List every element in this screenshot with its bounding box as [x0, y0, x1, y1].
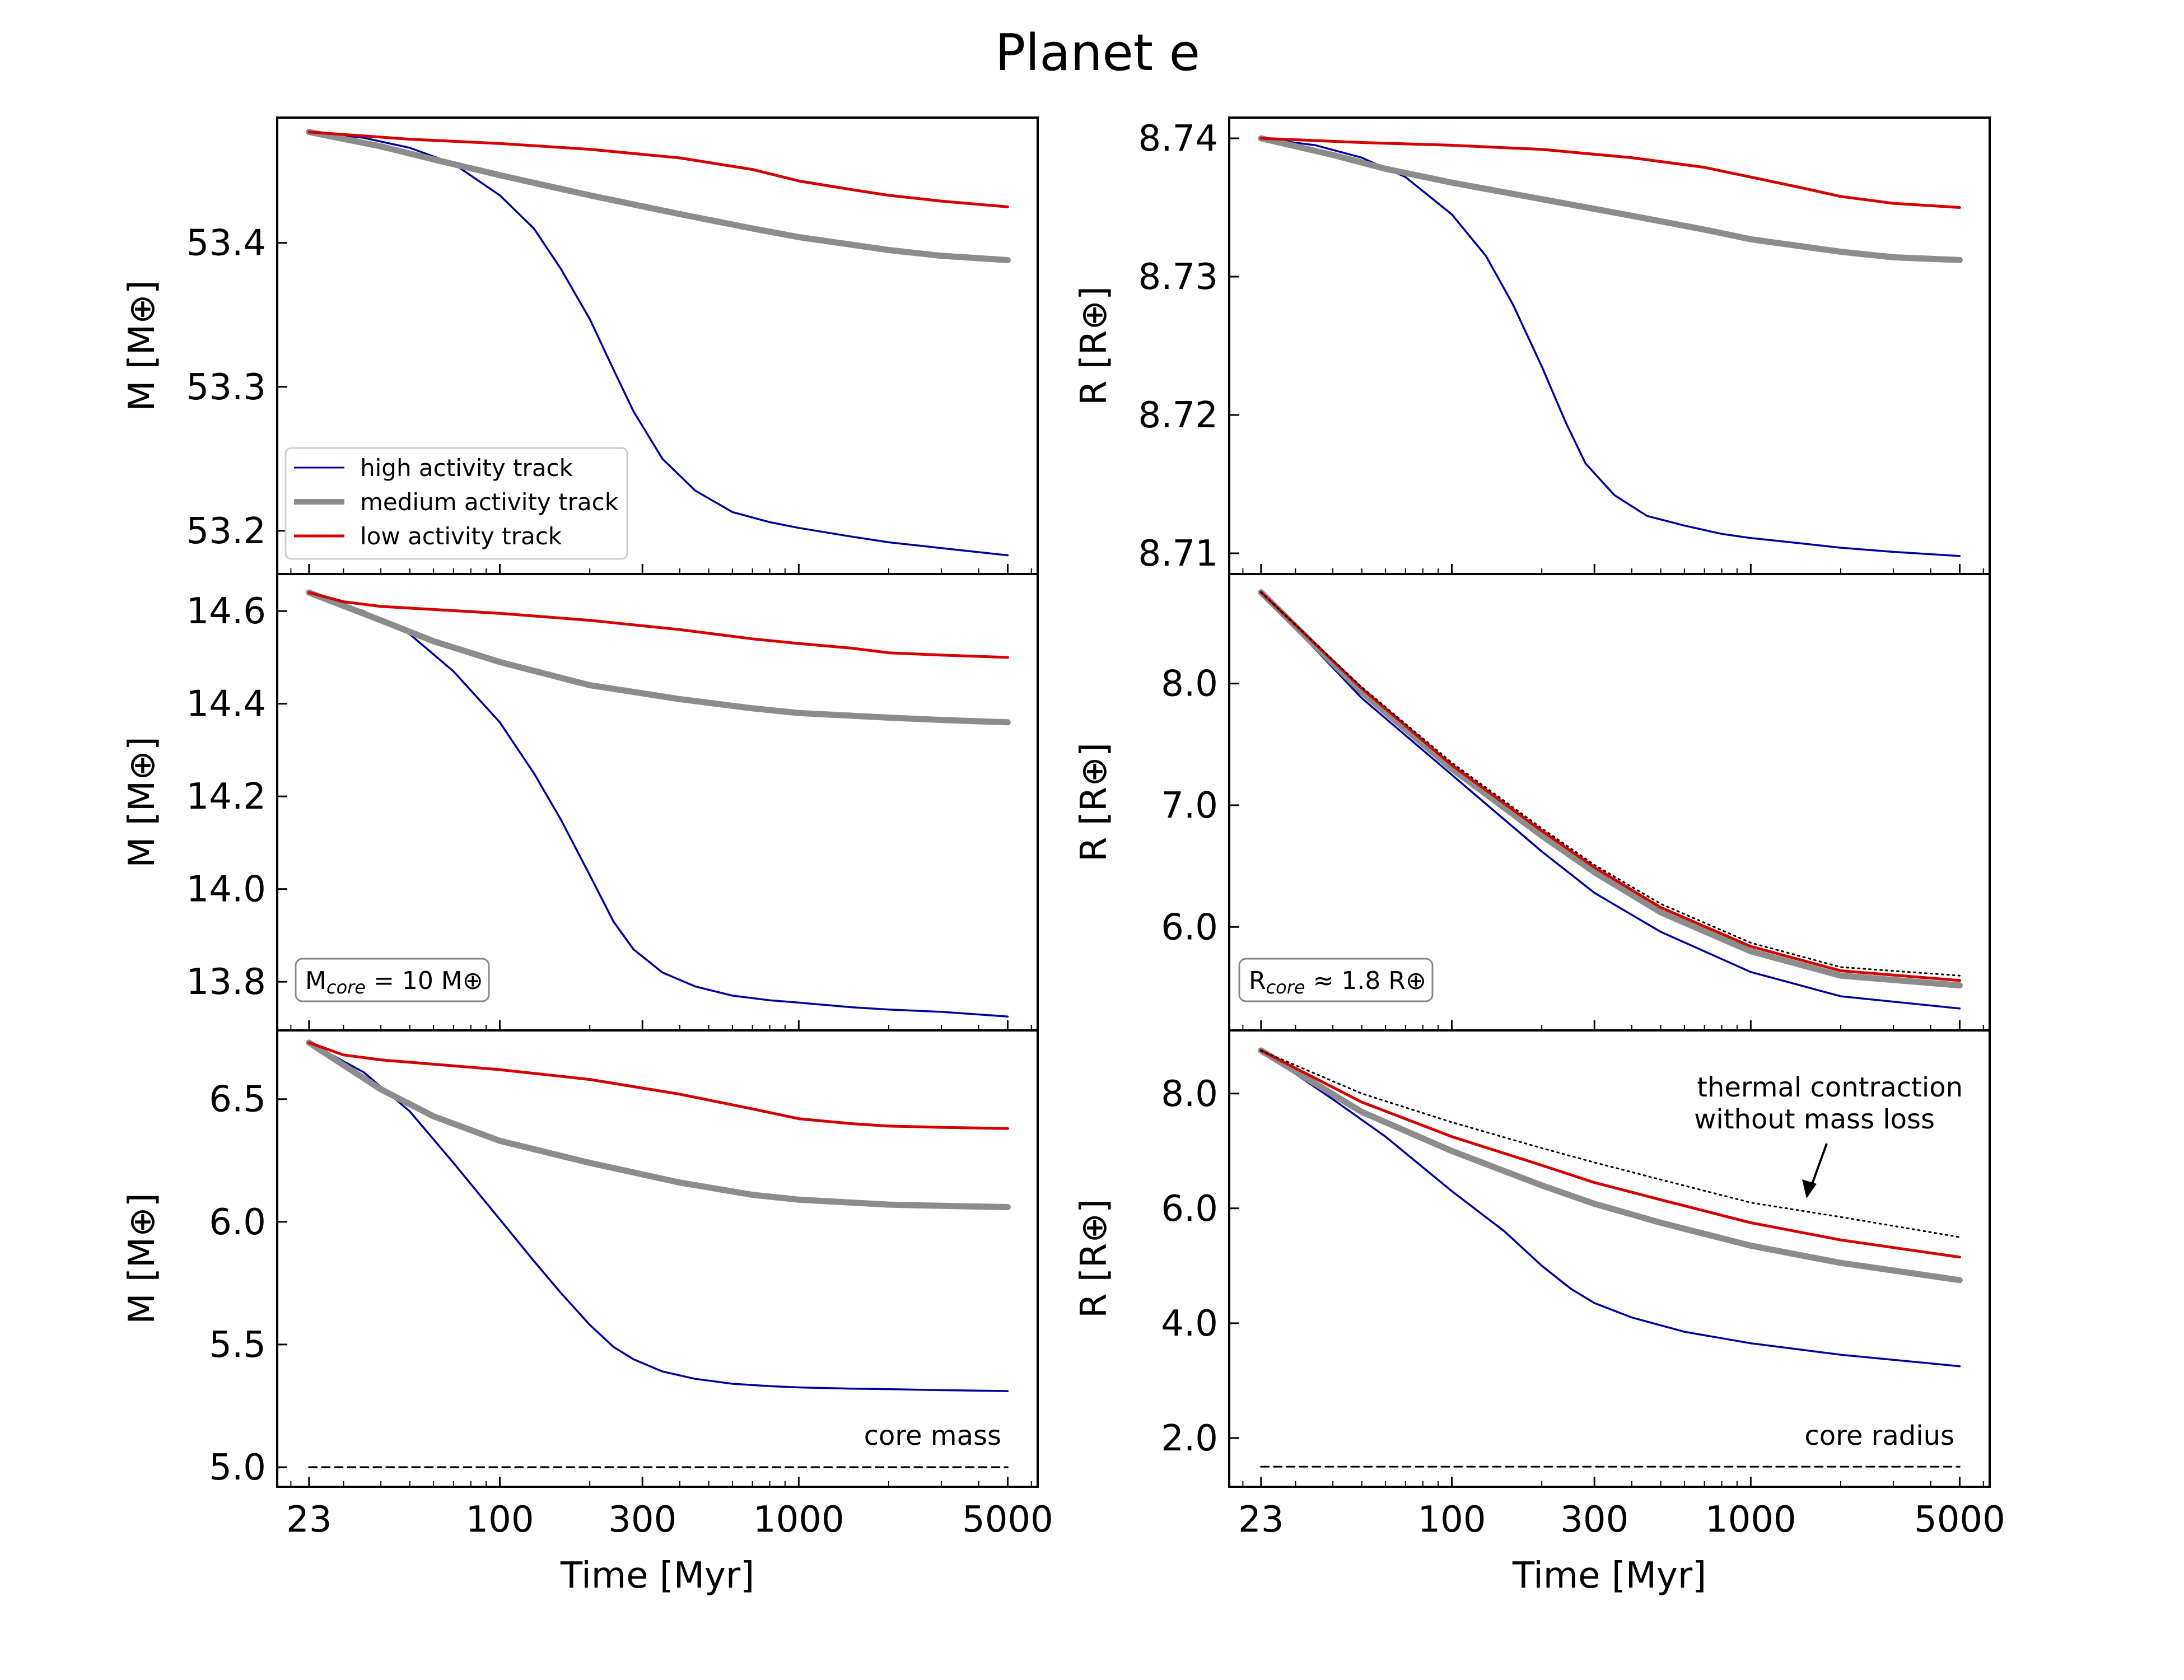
ytick-label-mass-top: 53.3 — [186, 367, 267, 408]
core-mass-box-subscript: core — [326, 977, 366, 998]
ytick-label-radius-middle: 6.0 — [1161, 907, 1218, 948]
legend-label-medium: medium activity track — [360, 488, 619, 516]
xtick-label-radius-bottom: 23 — [1238, 1499, 1284, 1541]
xtick-label-mass-bottom: 23 — [286, 1499, 332, 1541]
series-high-mass-bottom — [308, 1042, 1009, 1392]
xtick-label-mass-bottom: 5000 — [962, 1499, 1053, 1541]
series-medium-radius-top — [1258, 135, 1963, 263]
axes-frame-mass-bottom — [276, 1029, 1039, 1488]
series-medium-mass-bottom — [306, 1039, 1011, 1210]
series-low-mass-top — [307, 130, 1009, 208]
core-radius-box-symbol: R — [1249, 967, 1266, 995]
svg-text:Rcore ≈ 1.8 R⊕: Rcore ≈ 1.8 R⊕ — [1249, 967, 1426, 998]
yaxis-label-radius-top: R [R⊕] — [1074, 286, 1115, 405]
xtick-label-mass-bottom: 100 — [465, 1499, 534, 1541]
yaxis-label-mass-bottom: M [M⊕] — [122, 1193, 163, 1324]
legend-label-low: low activity track — [360, 522, 562, 550]
core-radius-box-value: ≈ 1.8 R⊕ — [1305, 967, 1426, 995]
ytick-label-mass-middle: 14.4 — [186, 684, 267, 725]
series-high-radius-bottom — [1260, 1049, 1961, 1368]
ytick-label-radius-top: 8.74 — [1138, 118, 1219, 160]
xtick-label-radius-bottom: 5000 — [1914, 1499, 2005, 1541]
panel-mass-bottom: 5.0 5.5 6.0 6.5 23 100 300 1000 5000 Time [Myr] M … — [122, 1029, 1053, 1597]
series-high-mass-middle — [308, 591, 1009, 1018]
yaxis-label-radius-bottom: R [R⊕] — [1074, 1199, 1115, 1318]
ytick-label-radius-bottom: 6.0 — [1161, 1188, 1218, 1230]
xtick-label-mass-bottom: 1000 — [753, 1499, 844, 1541]
thermal-contraction-arrowhead — [1802, 1179, 1817, 1198]
series-low-radius-bottom — [1259, 1049, 1961, 1259]
ytick-label-mass-top: 53.2 — [186, 511, 267, 552]
panel-mass-middle: 13.8 14.0 14.2 14.4 14.6 M [M⊕] — [122, 573, 1039, 1032]
thermal-contraction-label-line2: without mass loss — [1694, 1104, 1935, 1135]
core-radius-box: Rcore ≈ 1.8 R⊕ — [1238, 958, 1434, 1002]
series-low-mass-middle — [307, 591, 1009, 659]
yaxis-label-mass-middle: M [M⊕] — [122, 736, 163, 867]
panel-radius-bottom: 2.0 4.0 6.0 8.0 23 100 300 1000 5000 Time [Myr] R … — [1074, 1029, 2005, 1597]
core-mass-box: Mcore = 10 M⊕ — [295, 958, 490, 1002]
xtick-label-radius-bottom: 1000 — [1705, 1499, 1796, 1541]
panel-mass-top: 53.2 53.3 53.4 M [M⊕] — [122, 116, 1039, 575]
thermal-contraction-arrow — [1809, 1143, 1828, 1191]
series-medium-radius-middle — [1258, 589, 1963, 989]
series-medium-mass-top — [306, 129, 1011, 263]
yaxis-label-mass-top: M [M⊕] — [122, 280, 163, 411]
xtick-label-radius-bottom: 100 — [1417, 1499, 1486, 1541]
ytick-label-mass-middle: 13.8 — [186, 962, 267, 1003]
thermal-contraction-label-line1: thermal contraction — [1697, 1072, 1963, 1103]
series-thermal-radius-bottom — [1260, 1049, 1961, 1238]
core-mass-label: core mass — [864, 1420, 1001, 1452]
ytick-label-radius-bottom: 2.0 — [1161, 1418, 1218, 1459]
series-low-mass-bottom — [307, 1041, 1009, 1130]
yaxis-label-radius-middle: R [R⊕] — [1074, 743, 1115, 862]
ytick-label-radius-top: 8.73 — [1138, 256, 1219, 298]
ytick-label-mass-bottom: 6.0 — [209, 1202, 266, 1243]
core-mass-box-symbol: M — [305, 967, 326, 995]
xtick-label-radius-bottom: 300 — [1560, 1499, 1628, 1541]
ytick-label-mass-middle: 14.6 — [186, 591, 267, 632]
ytick-label-mass-top: 53.4 — [186, 223, 267, 264]
figure-title: Planet e — [995, 24, 1200, 82]
legend-label-high: high activity track — [360, 454, 573, 482]
series-medium-mass-middle — [306, 589, 1011, 726]
ytick-label-radius-bottom: 8.0 — [1161, 1074, 1218, 1115]
ytick-label-radius-middle: 7.0 — [1161, 785, 1218, 827]
axes-frame-radius-bottom — [1228, 1029, 1991, 1488]
ytick-label-mass-bottom: 5.0 — [209, 1447, 266, 1488]
core-radius-box-subscript: core — [1266, 977, 1305, 998]
series-thermal-radius-middle — [1260, 591, 1961, 977]
legend: high activity track medium activity trac… — [284, 447, 628, 560]
ytick-label-mass-middle: 14.0 — [186, 869, 267, 911]
xtick-label-mass-bottom: 300 — [608, 1499, 676, 1541]
ytick-label-radius-bottom: 4.0 — [1161, 1303, 1218, 1345]
svg-text:Mcore = 10 M⊕: Mcore = 10 M⊕ — [305, 967, 483, 998]
series-medium-radius-bottom — [1258, 1047, 1963, 1284]
panel-radius-middle: 6.0 7.0 8.0 R [R⊕] — [1074, 573, 1991, 1032]
series-high-radius-middle — [1260, 591, 1961, 1010]
ytick-label-radius-top: 8.71 — [1138, 533, 1219, 575]
series-high-radius-top — [1260, 137, 1961, 557]
ytick-label-radius-top: 8.72 — [1138, 395, 1219, 436]
ytick-label-radius-middle: 8.0 — [1161, 664, 1218, 705]
core-radius-label: core radius — [1804, 1420, 1954, 1452]
series-low-radius-top — [1259, 137, 1961, 209]
ytick-label-mass-bottom: 5.5 — [209, 1324, 266, 1366]
xaxis-label-radius-bottom: Time [Myr] — [1512, 1555, 1706, 1597]
ytick-label-mass-bottom: 6.5 — [209, 1079, 266, 1121]
series-low-radius-middle — [1259, 591, 1961, 982]
xaxis-label-mass-bottom: Time [Myr] — [560, 1555, 754, 1597]
ytick-label-mass-middle: 14.2 — [186, 776, 267, 818]
core-mass-box-value: = 10 M⊕ — [366, 967, 483, 995]
